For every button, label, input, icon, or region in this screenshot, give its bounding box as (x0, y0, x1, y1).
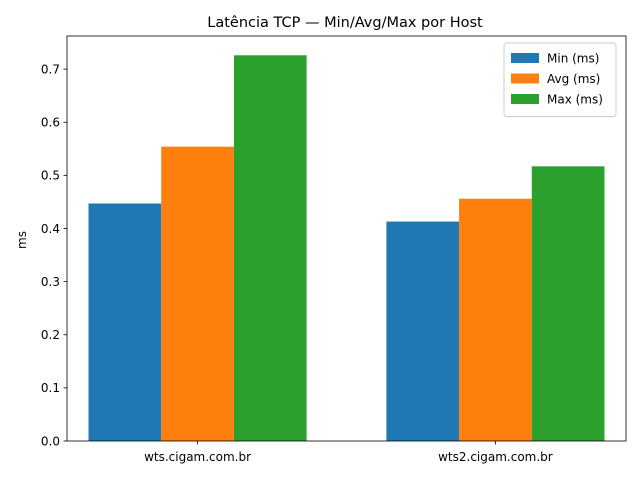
bar (386, 221, 460, 441)
bar (88, 203, 162, 441)
x-ticks: wts.cigam.com.br wts2.cigam.com.br (144, 441, 553, 464)
bars-group (88, 55, 605, 442)
bar (233, 55, 307, 441)
y-tick-label: 0.3 (41, 275, 60, 289)
x-tick-label: wts2.cigam.com.br (438, 450, 553, 464)
legend-swatch (511, 53, 539, 63)
bar (531, 166, 605, 441)
y-tick-label: 0.0 (41, 434, 60, 448)
plot-frame (66, 35, 627, 442)
bar (161, 146, 234, 442)
y-tick-label: 0.1 (41, 381, 60, 395)
legend-label: Avg (ms) (547, 72, 600, 86)
y-axis-label: ms (15, 231, 29, 249)
bar (459, 198, 532, 441)
y-tick-label: 0.5 (41, 169, 60, 183)
chart-title: Latência TCP — Min/Avg/Max por Host (207, 15, 483, 31)
legend: Min (ms) Avg (ms) Max (ms) (503, 42, 617, 117)
legend-swatch (511, 94, 539, 104)
axes (66, 35, 627, 442)
y-tick-label: 0.4 (41, 222, 60, 236)
y-tick-label: 0.7 (41, 62, 60, 76)
y-ticks: 0.0 0.1 0.2 0.3 0.4 0.5 0.6 0.7 (41, 62, 67, 448)
x-tick-label: wts.cigam.com.br (144, 450, 251, 464)
y-tick-label: 0.6 (41, 116, 60, 130)
legend-swatch (511, 73, 539, 84)
y-tick-label: 0.2 (41, 328, 60, 342)
legend-label: Min (ms) (547, 52, 599, 66)
legend-label: Max (ms) (547, 93, 603, 107)
